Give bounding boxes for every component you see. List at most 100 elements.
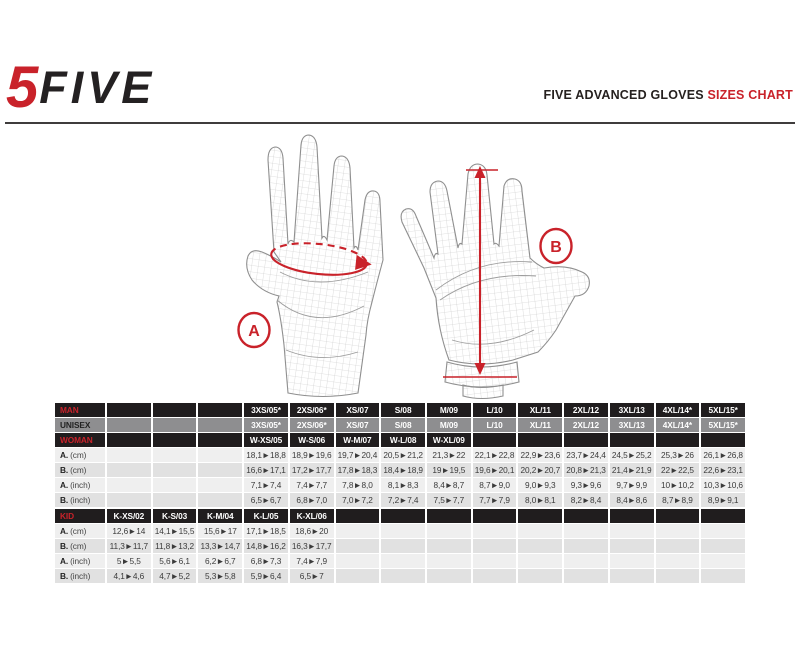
value-cell: 20,5►21,2 (381, 448, 425, 462)
row-label-text: B. (60, 541, 69, 551)
empty-cell (107, 418, 151, 432)
value-cell: 12,6►14 (107, 524, 151, 538)
value-cell: 8,0►8,1 (518, 493, 563, 507)
row-label-unit: (inch) (70, 571, 91, 581)
empty-cell (655, 509, 700, 523)
kid-sizes-row: KID K-XS/02 K-S/03 K-M/04 K-L/05 K-XL/06 (55, 509, 745, 523)
value-cell: 7,8►8,0 (335, 478, 380, 492)
value-cell: 9,3►9,6 (564, 478, 608, 492)
size-cell: 4XL/14* (655, 418, 700, 432)
empty-cell (335, 539, 380, 553)
page-title-main: FIVE ADVANCED GLOVES (543, 88, 708, 102)
empty-cell (381, 554, 425, 568)
empty-cell (472, 433, 517, 447)
hand-palm-illustration (400, 163, 590, 400)
value-cell: 5►5,5 (107, 554, 151, 568)
value-cell: 7,2►7,4 (381, 493, 425, 507)
size-cell: 4XL/14* (655, 403, 700, 417)
value-cell: 16,6►17,1 (244, 463, 288, 477)
row-label-unit: (cm) (70, 541, 87, 551)
empty-cell (564, 524, 608, 538)
size-cell: 3XL/13 (609, 418, 654, 432)
marker-b: B (539, 227, 573, 265)
value-cell: 4,1►4,6 (107, 569, 151, 583)
size-cell: K-L/05 (244, 509, 288, 523)
empty-cell (701, 554, 745, 568)
value-cell: 13,3►14,7 (198, 539, 243, 553)
man-sizes-row: MAN 3XS/05* 2XS/06* XS/07 S/08 M/09 L/10 XL/11 2… (55, 403, 745, 417)
size-cell: S/08 (381, 403, 425, 417)
value-cell: 14,1►15,5 (152, 524, 197, 538)
size-cell: M/09 (427, 418, 471, 432)
size-cell: W-XS/05 (244, 433, 288, 447)
empty-cell (518, 509, 563, 523)
row-label: B. (cm) (55, 463, 105, 477)
empty-cell (335, 554, 380, 568)
empty-cell (152, 433, 197, 447)
empty-cell (472, 524, 517, 538)
size-cell: 3XS/05* (244, 418, 288, 432)
value-cell: 14,8►16,2 (244, 539, 288, 553)
empty-cell (564, 433, 608, 447)
size-cell: 3XL/13 (609, 403, 654, 417)
kid-measure-row-b-inch: B. (inch) 4,1►4,6 4,7►5,2 5,3►5,8 5,9►6,4 6,5►… (55, 569, 745, 583)
value-cell: 7,0►7,2 (335, 493, 380, 507)
empty-cell (381, 524, 425, 538)
adult-measure-row-a-inch: A. (inch) 7,1►7,4 7,4►7,7 7,8►8,0 8,1►8,3 8,4►… (55, 478, 745, 492)
row-label: MAN (55, 403, 105, 417)
row-label: A. (inch) (55, 554, 105, 568)
value-cell: 7,7►7,9 (472, 493, 517, 507)
empty-cell (655, 433, 700, 447)
row-label-text: KID (60, 511, 74, 521)
empty-cell (609, 539, 654, 553)
value-cell: 6,8►7,3 (244, 554, 288, 568)
row-label-unit: (inch) (70, 556, 91, 566)
measurement-b-line (443, 166, 517, 378)
value-cell: 21,3►22 (427, 448, 471, 462)
value-cell: 11,8►13,2 (152, 539, 197, 553)
row-label: A. (inch) (55, 478, 105, 492)
empty-cell (152, 493, 197, 507)
size-cell: 2XS/06* (289, 418, 334, 432)
value-cell: 9,0►9,3 (518, 478, 563, 492)
value-cell: 5,9►6,4 (244, 569, 288, 583)
row-label-text: A. (60, 480, 69, 490)
hand-back-illustration (246, 134, 384, 398)
row-label: A. (cm) (55, 524, 105, 538)
measurement-a-ellipse (270, 242, 372, 276)
empty-cell (427, 524, 471, 538)
logo-five-word: FIVE (39, 62, 156, 113)
value-cell: 10►10,2 (655, 478, 700, 492)
empty-cell (472, 554, 517, 568)
size-cell: L/10 (472, 403, 517, 417)
value-cell: 18,4►18,9 (381, 463, 425, 477)
value-cell: 8,4►8,6 (609, 493, 654, 507)
value-cell: 15,6►17 (198, 524, 243, 538)
row-label-text: WOMAN (60, 435, 93, 445)
empty-cell (518, 539, 563, 553)
empty-cell (518, 524, 563, 538)
size-cell: M/09 (427, 403, 471, 417)
size-cell: W-XL/09 (427, 433, 471, 447)
value-cell: 22,6►23,1 (701, 463, 745, 477)
value-cell: 7,1►7,4 (244, 478, 288, 492)
value-cell: 22►22,5 (655, 463, 700, 477)
empty-cell (564, 509, 608, 523)
empty-cell (427, 554, 471, 568)
value-cell: 22,9►23,6 (518, 448, 563, 462)
empty-cell (152, 478, 197, 492)
empty-cell (198, 493, 243, 507)
value-cell: 26,1►26,8 (701, 448, 745, 462)
empty-cell (198, 433, 243, 447)
sizes-table: MAN 3XS/05* 2XS/06* XS/07 S/08 M/09 L/10 XL/11 2… (55, 403, 745, 584)
adult-measure-row-b-inch: B. (inch) 6,5►6,7 6,8►7,0 7,0►7,2 7,2►7,4 7,5►… (55, 493, 745, 507)
row-label: KID (55, 509, 105, 523)
value-cell: 8,7►9,0 (472, 478, 517, 492)
empty-cell (518, 433, 563, 447)
size-cell: W-S/06 (289, 433, 334, 447)
row-label-unit: (inch) (70, 480, 91, 490)
empty-cell (701, 569, 745, 583)
empty-cell (198, 478, 243, 492)
value-cell: 5,6►6,1 (152, 554, 197, 568)
value-cell: 20,8►21,3 (564, 463, 608, 477)
